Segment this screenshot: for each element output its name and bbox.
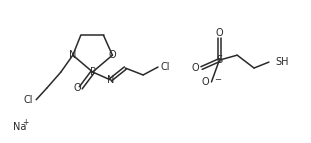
Text: Cl: Cl	[24, 95, 33, 105]
Text: −: −	[214, 75, 221, 84]
Text: O: O	[216, 28, 223, 38]
Text: Na: Na	[13, 122, 27, 132]
Text: +: +	[22, 118, 29, 127]
Text: P: P	[90, 67, 95, 77]
Text: S: S	[216, 55, 222, 65]
Text: O: O	[192, 63, 200, 73]
Text: Cl: Cl	[161, 62, 170, 72]
Text: O: O	[202, 77, 210, 87]
Text: N: N	[107, 75, 114, 85]
Text: SH: SH	[276, 57, 289, 67]
Text: O: O	[109, 50, 116, 60]
Text: N: N	[69, 50, 77, 60]
Text: O: O	[73, 83, 81, 93]
